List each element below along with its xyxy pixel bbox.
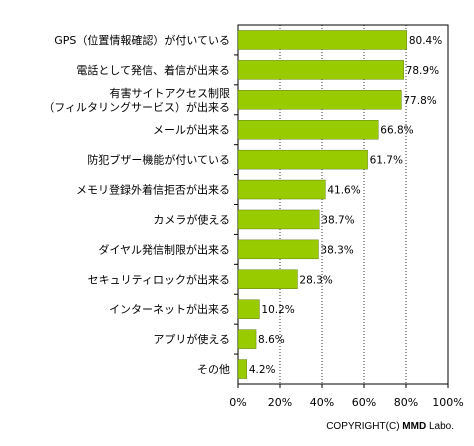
value-label: 38.7% bbox=[321, 214, 354, 226]
category-labels: GPS（位置情報確認）が付いている電話として発信、着信が出来る有害サイトアクセス… bbox=[43, 33, 230, 376]
bar bbox=[237, 269, 298, 289]
bar bbox=[237, 149, 368, 170]
value-label: 38.3% bbox=[320, 244, 353, 256]
value-label: 80.4% bbox=[409, 35, 442, 47]
category-label: （フィルタリングサービス）が出来る bbox=[43, 100, 230, 114]
category-label: 電話として発信、着信が出来る bbox=[76, 63, 230, 77]
x-tick-label: 80% bbox=[394, 396, 418, 409]
value-label: 28.3% bbox=[299, 274, 332, 286]
copyright-suffix: Labo. bbox=[426, 421, 454, 432]
x-tick-label: 0% bbox=[229, 396, 246, 409]
bar bbox=[237, 299, 260, 319]
category-label: GPS（位置情報確認）が付いている bbox=[54, 33, 230, 47]
value-label: 41.6% bbox=[327, 185, 360, 197]
copyright-brand: MMD bbox=[402, 421, 427, 432]
category-label: セキュリティロックが出来る bbox=[88, 272, 230, 286]
category-label: カメラが使える bbox=[153, 212, 230, 226]
value-labels: 80.4% 78.9% 77.8% 66.8% 61.7% 41.6% 38.7% 38.3%… bbox=[249, 35, 442, 376]
bar bbox=[237, 90, 402, 110]
value-label: 78.9% bbox=[406, 65, 439, 77]
category-label: その他 bbox=[197, 363, 230, 376]
value-label: 4.2% bbox=[249, 364, 276, 376]
bar bbox=[237, 179, 326, 200]
bar bbox=[237, 209, 320, 230]
x-tick-label: 100% bbox=[432, 396, 463, 409]
bar bbox=[237, 329, 257, 349]
bar bbox=[237, 359, 248, 379]
value-label: 77.8% bbox=[403, 95, 436, 107]
x-tick-label: 40% bbox=[310, 396, 334, 409]
category-label: ダイヤル発信制限が出来る bbox=[98, 242, 230, 256]
copyright-prefix: COPYRIGHT(C) bbox=[326, 421, 403, 432]
x-tick-labels: 0% 20% 40% 60% 80% 100% bbox=[229, 396, 463, 409]
bars bbox=[237, 30, 408, 379]
category-label: メモリ登録外着信拒否が出来る bbox=[76, 183, 230, 197]
axes bbox=[234, 54, 449, 388]
category-label: インターネットが出来る bbox=[109, 302, 230, 316]
value-label: 10.2% bbox=[261, 304, 294, 316]
value-label: 66.8% bbox=[380, 125, 413, 137]
category-label: アプリが使える bbox=[153, 332, 230, 346]
bar bbox=[237, 30, 408, 50]
category-label: 有害サイトアクセス制限 bbox=[110, 86, 230, 100]
bar bbox=[237, 239, 319, 260]
category-label: 防犯ブザー機能が付いている bbox=[87, 153, 230, 167]
bar bbox=[237, 120, 379, 140]
bar bbox=[237, 60, 404, 80]
value-label: 8.6% bbox=[258, 334, 285, 346]
x-tick-label: 20% bbox=[268, 396, 292, 409]
value-label: 61.7% bbox=[370, 155, 403, 167]
copyright-notice: COPYRIGHT(C) MMD Labo. bbox=[326, 421, 454, 432]
category-label: メールが出来る bbox=[153, 123, 230, 137]
x-tick-label: 60% bbox=[352, 396, 376, 409]
